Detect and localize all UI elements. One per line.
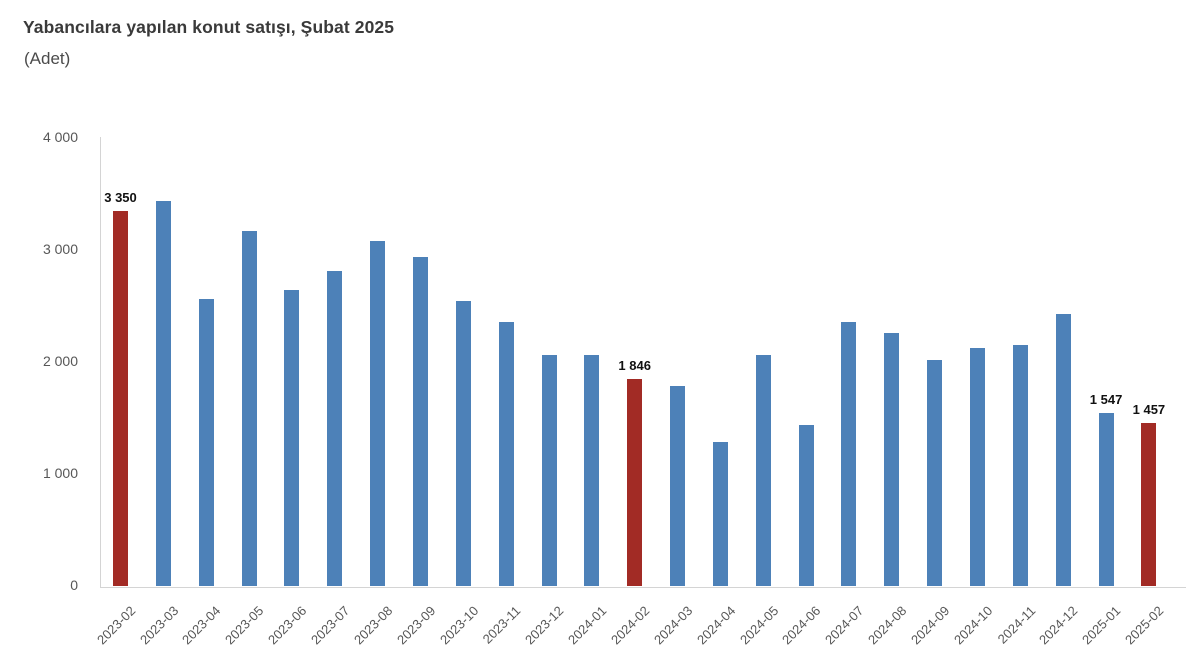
bar-2024-02 bbox=[627, 379, 643, 586]
bar-2023-10 bbox=[455, 300, 471, 586]
x-axis-label: 2024-12 bbox=[1036, 603, 1081, 648]
x-axis-label: 2024-02 bbox=[607, 603, 653, 648]
bar-2024-04 bbox=[712, 442, 728, 586]
bar-2023-05 bbox=[241, 230, 257, 586]
x-axis-label: 2024-03 bbox=[650, 603, 696, 648]
bar-2023-04 bbox=[198, 298, 214, 586]
bar-value-label: 3 350 bbox=[104, 189, 137, 205]
bar-2024-06 bbox=[798, 424, 814, 586]
chart-title: Yabancılara yapılan konut satışı, Şubat … bbox=[23, 17, 395, 37]
x-axis-label: 2024-08 bbox=[865, 603, 910, 648]
bar-2023-07 bbox=[327, 270, 343, 586]
x-axis-label: 2024-06 bbox=[779, 603, 824, 648]
x-axis-label: 2023-09 bbox=[393, 603, 439, 648]
x-axis-line bbox=[100, 587, 1186, 588]
x-axis-label: 2024-07 bbox=[822, 603, 867, 648]
x-axis-label: 2024-10 bbox=[950, 603, 996, 648]
x-axis-label: 2023-03 bbox=[136, 603, 181, 648]
bar-2023-11 bbox=[498, 321, 514, 586]
bar-2023-09 bbox=[412, 256, 428, 586]
bar-2023-03 bbox=[155, 201, 171, 586]
bar-2024-11 bbox=[1012, 344, 1028, 586]
x-axis-label: 2023-12 bbox=[522, 603, 567, 648]
bar-2023-12 bbox=[541, 354, 557, 586]
x-axis-label: 2025-02 bbox=[1122, 603, 1167, 648]
x-axis-label: 2024-04 bbox=[693, 603, 739, 648]
plot-area: 3 350 1 846 1 547 1 457 bbox=[100, 138, 1186, 586]
y-axis: 4 000 3 000 2 000 1 000 0 bbox=[0, 129, 78, 593]
x-axis-label: 2023-04 bbox=[179, 603, 224, 648]
x-axis-label: 2024-01 bbox=[565, 603, 610, 648]
x-axis-label: 2025-01 bbox=[1079, 603, 1124, 648]
y-axis-line bbox=[100, 137, 101, 588]
x-axis-label: 2023-11 bbox=[480, 603, 524, 647]
y-axis-tick-label: 4 000 bbox=[42, 129, 78, 145]
bar-2024-10 bbox=[970, 348, 985, 586]
bar-2023-06 bbox=[284, 290, 300, 586]
bar-2024-12 bbox=[1055, 314, 1071, 586]
x-axis-label: 2024-05 bbox=[736, 603, 781, 648]
bar-2024-01 bbox=[584, 354, 600, 586]
bar-2024-07 bbox=[841, 321, 857, 586]
bar-2025-02 bbox=[1141, 422, 1157, 586]
y-axis-tick-label: 3 000 bbox=[42, 241, 78, 257]
bar-value-label: 1 457 bbox=[1132, 401, 1166, 417]
x-axis-label: 2023-05 bbox=[222, 603, 267, 648]
bar-value-label: 1 846 bbox=[618, 358, 651, 374]
bar-2024-08 bbox=[884, 332, 900, 586]
x-axis-label: 2023-10 bbox=[436, 603, 481, 648]
bar-2023-08 bbox=[370, 241, 386, 586]
y-axis-tick-label: 0 bbox=[70, 577, 78, 593]
bar-2024-05 bbox=[755, 354, 771, 586]
x-axis-label: 2023-02 bbox=[93, 603, 139, 648]
bar-2025-01 bbox=[1098, 412, 1114, 586]
x-axis-label: 2023-06 bbox=[265, 603, 310, 648]
bar-value-label: 1 547 bbox=[1089, 391, 1123, 407]
x-axis: 2023-02 2023-03 2023-04 2023-05 2023-06 2023-… bbox=[94, 587, 1186, 671]
y-axis-tick-label: 1 000 bbox=[42, 465, 78, 481]
x-axis-label: 2024-11 bbox=[994, 603, 1038, 647]
x-axis-label: 2024-09 bbox=[907, 603, 953, 648]
bar-2024-09 bbox=[927, 359, 943, 586]
bar-2023-02 bbox=[113, 210, 128, 586]
y-axis-tick-label: 2 000 bbox=[42, 353, 78, 369]
bar-2024-03 bbox=[670, 386, 686, 586]
x-axis-label: 2023-07 bbox=[308, 603, 353, 648]
x-axis-label: 2023-08 bbox=[350, 603, 396, 648]
chart-unit-label: (Adet) bbox=[24, 49, 71, 68]
